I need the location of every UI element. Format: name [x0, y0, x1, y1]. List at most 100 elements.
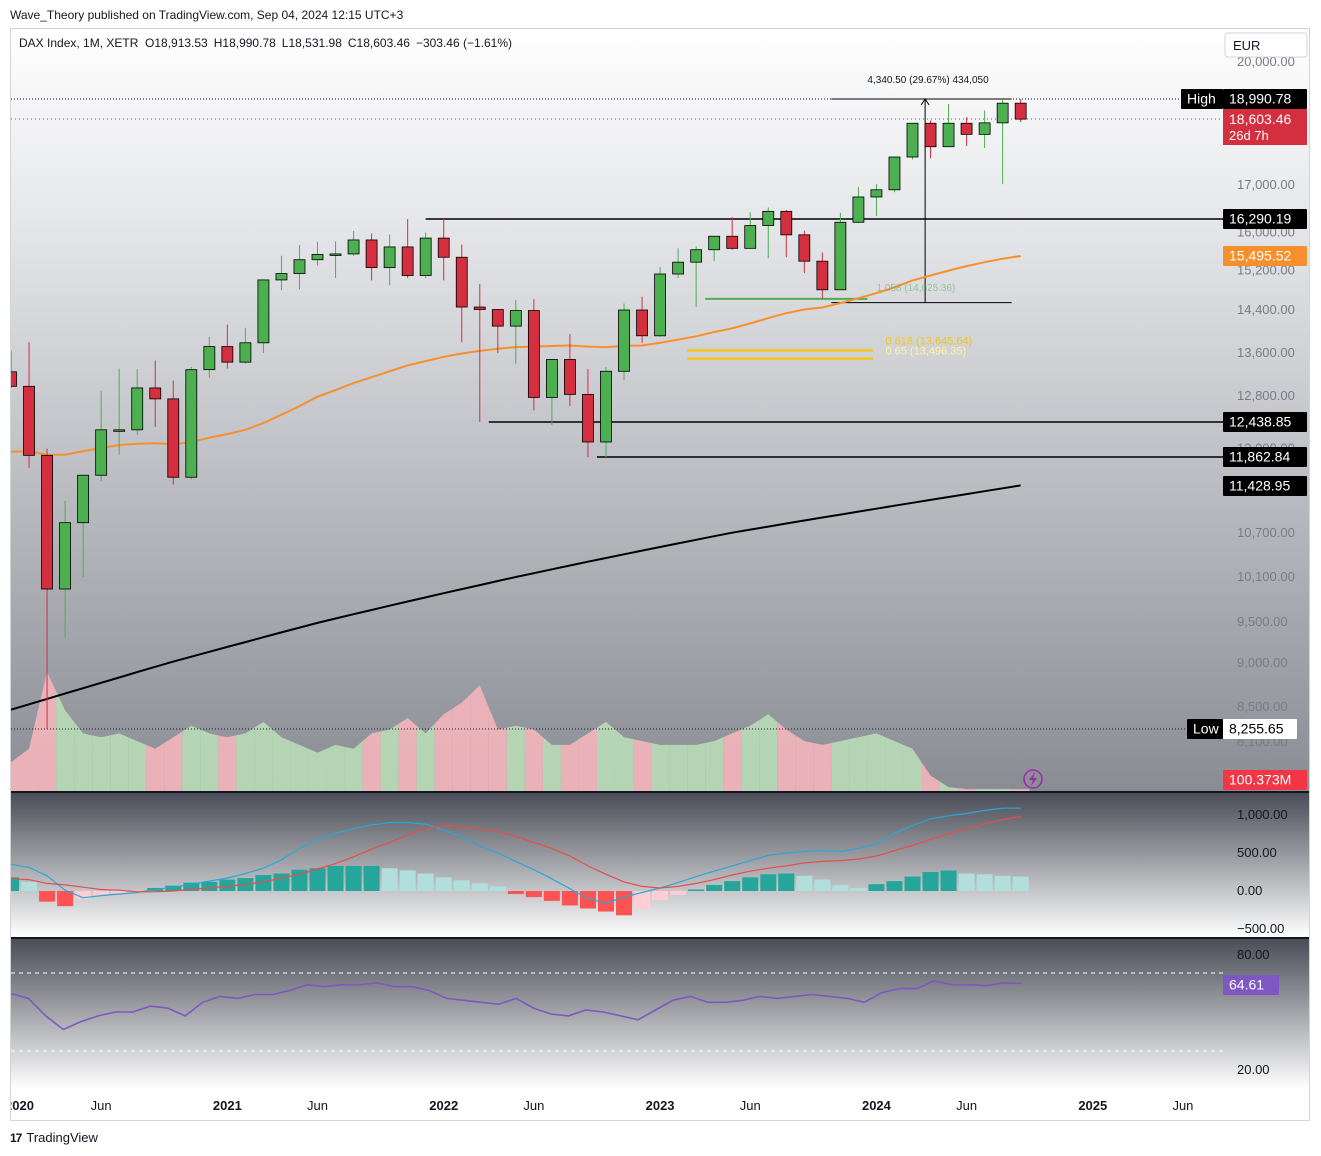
candle[interactable]: [906, 122, 919, 160]
candle[interactable]: [690, 246, 703, 308]
volume-segment: [380, 723, 399, 791]
candle-body: [293, 259, 306, 274]
candle[interactable]: [275, 255, 288, 291]
tradingview-brand: 17 TradingView: [10, 1130, 98, 1145]
candle[interactable]: [113, 368, 126, 455]
high-price-tag-box: [1223, 89, 1307, 109]
signal-line: [11, 815, 1021, 893]
candle[interactable]: [527, 299, 540, 411]
candle[interactable]: [870, 184, 883, 217]
candle[interactable]: [257, 279, 270, 353]
candle[interactable]: [365, 233, 378, 281]
candle[interactable]: [95, 390, 108, 482]
volume-segment: [416, 723, 435, 791]
lightning-icon[interactable]: [1023, 769, 1043, 789]
candle-body: [131, 387, 144, 431]
candle[interactable]: [744, 212, 757, 249]
candle[interactable]: [546, 359, 558, 425]
candle[interactable]: [455, 244, 468, 343]
candle[interactable]: [59, 500, 71, 638]
macd-y-tick: 1,000.00: [1237, 807, 1288, 822]
candle[interactable]: [708, 235, 721, 262]
candle[interactable]: [11, 350, 17, 388]
volume-segment: [110, 733, 129, 791]
candle-body: [546, 359, 558, 398]
candle[interactable]: [149, 360, 162, 427]
candle[interactable]: [437, 219, 450, 281]
candle[interactable]: [293, 245, 306, 290]
chart-svg[interactable]: 4,340.50 (29.67%) 434,050 0.618 (13,645.6…: [11, 29, 1309, 1120]
volume-segment: [741, 719, 760, 791]
level-2-tag-box: [1223, 412, 1307, 432]
candle[interactable]: [726, 217, 739, 250]
macd-histogram-bar: [850, 887, 867, 891]
candle[interactable]: [924, 120, 937, 159]
time-axis-label: Jun: [740, 1098, 761, 1113]
candle[interactable]: [347, 231, 360, 256]
candle[interactable]: [672, 248, 685, 278]
candle-body: [365, 239, 378, 269]
time-axis-label: 2023: [646, 1098, 675, 1113]
candle[interactable]: [852, 186, 865, 224]
candle[interactable]: [77, 474, 90, 577]
candle[interactable]: [221, 324, 234, 369]
candle[interactable]: [473, 283, 486, 422]
candle[interactable]: [311, 241, 324, 266]
macd-histogram-bar: [778, 873, 795, 891]
macd-histogram-bar: [904, 876, 921, 891]
candle[interactable]: [1014, 99, 1027, 123]
macd-histogram-bar: [652, 891, 669, 901]
candle-body: [347, 239, 360, 255]
candle[interactable]: [762, 207, 775, 259]
candle[interactable]: [582, 369, 594, 458]
candle[interactable]: [996, 100, 1009, 185]
candle[interactable]: [491, 309, 504, 353]
legend-symbol: DAX Index, 1M, XETR: [19, 36, 139, 50]
macd-histogram-bar: [21, 881, 38, 891]
candle[interactable]: [131, 369, 144, 435]
price-y-tick: 13,600.00: [1237, 345, 1295, 360]
candle[interactable]: [185, 366, 198, 480]
candle[interactable]: [636, 296, 648, 343]
candle[interactable]: [600, 366, 612, 458]
candle[interactable]: [618, 303, 630, 380]
candle[interactable]: [329, 241, 342, 278]
rsi-y-tick: 80.00: [1237, 947, 1270, 962]
candle[interactable]: [23, 342, 35, 468]
high-tag: High: [1181, 89, 1223, 109]
candle[interactable]: [654, 267, 666, 337]
volume-segment: [1011, 789, 1030, 791]
candles[interactable]: [11, 99, 1027, 730]
candle[interactable]: [401, 219, 414, 278]
candle[interactable]: [564, 334, 576, 407]
volume-segment: [975, 789, 994, 791]
currency-button[interactable]: EUR: [1224, 32, 1308, 58]
candle[interactable]: [780, 209, 793, 258]
candle[interactable]: [509, 300, 522, 364]
macd-histogram-bar: [706, 884, 723, 891]
candle[interactable]: [888, 156, 901, 193]
ema-slow-line: [11, 484, 1021, 711]
candle[interactable]: [419, 232, 432, 278]
chart-frame[interactable]: 4,340.50 (29.67%) 434,050 0.618 (13,645.6…: [10, 28, 1310, 1121]
candle[interactable]: [942, 104, 955, 148]
volume-segment: [200, 729, 219, 791]
candle[interactable]: [816, 252, 829, 299]
macd-histogram-bar: [201, 881, 218, 891]
time-axis-label: 2022: [429, 1098, 458, 1113]
candle-body: [708, 235, 721, 251]
candle[interactable]: [383, 234, 396, 286]
volume-segment: [867, 733, 886, 791]
volume-segment: [182, 725, 201, 791]
candle[interactable]: [960, 117, 973, 146]
candle[interactable]: [834, 212, 847, 291]
level-2-tag-text: 12,438.85: [1229, 414, 1291, 430]
candle[interactable]: [41, 448, 53, 730]
candle[interactable]: [798, 230, 811, 274]
candle[interactable]: [167, 380, 180, 485]
candle[interactable]: [203, 336, 216, 378]
candle[interactable]: [978, 110, 991, 148]
volume-segment: [488, 707, 507, 791]
candle[interactable]: [239, 327, 252, 364]
